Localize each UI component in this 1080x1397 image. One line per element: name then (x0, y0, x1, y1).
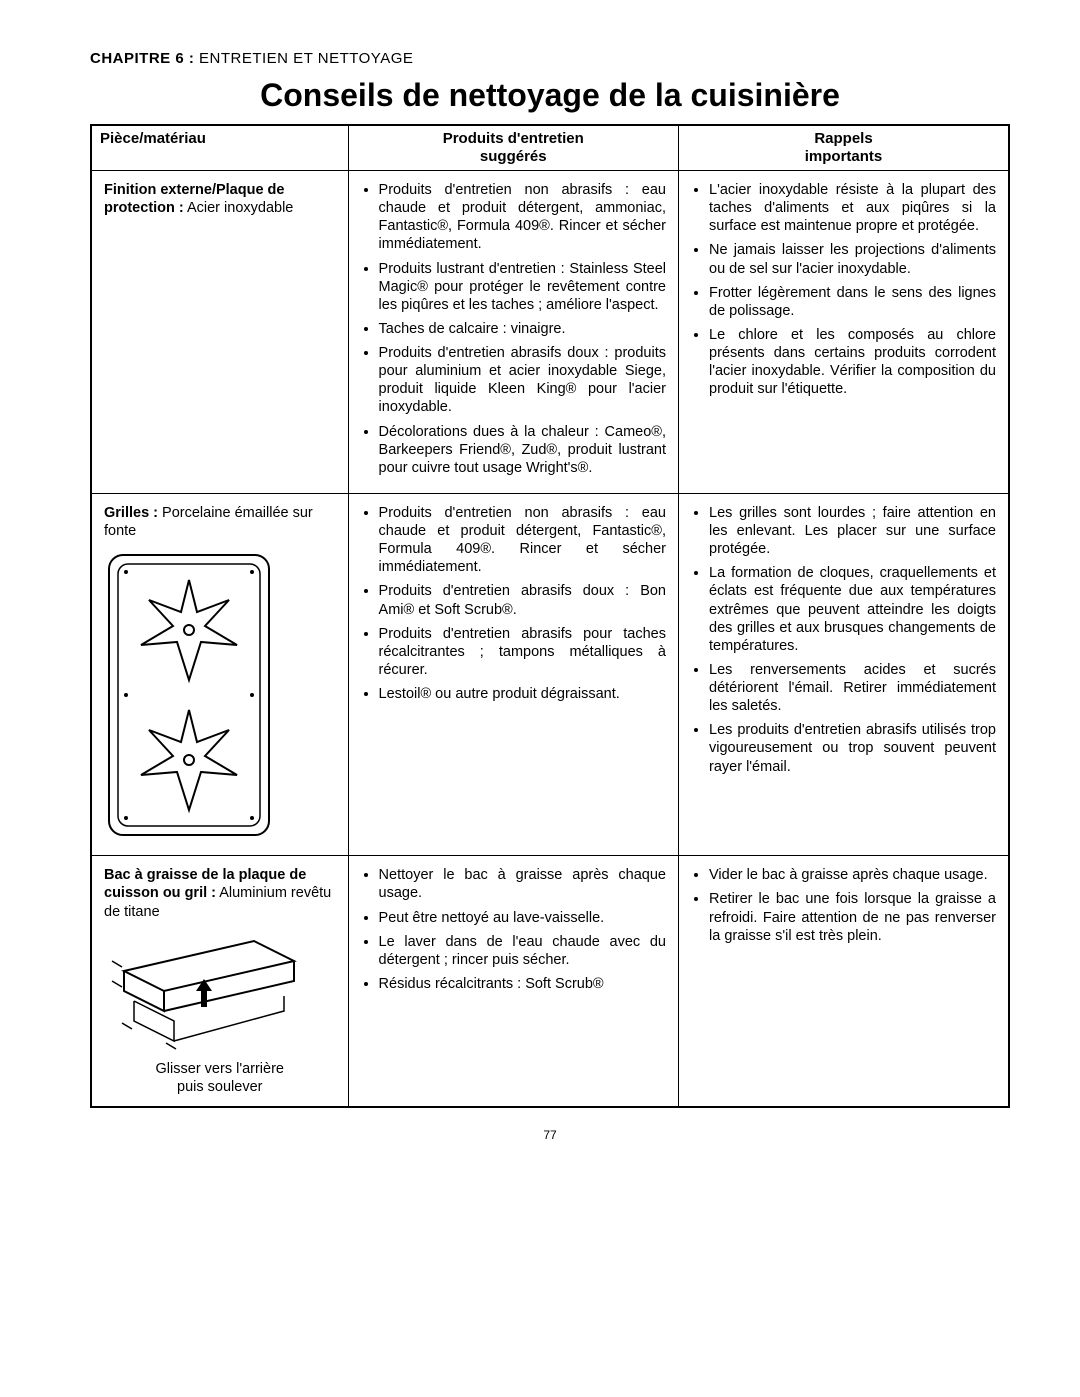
list-item: Frotter légèrement dans le sens des lign… (709, 284, 996, 320)
list-item: Produits d'entretien abrasifs doux : Bon… (379, 582, 666, 618)
cleaning-table: Pièce/matériau Produits d'entretien sugg… (90, 124, 1010, 1108)
header-products: Produits d'entretien suggérés (348, 125, 678, 171)
part-cell: Finition externe/Plaque de protection : … (91, 171, 348, 494)
list-item: Produits d'entretien abrasifs pour tache… (379, 625, 666, 679)
table-row: Grilles : Porcelaine émaillée sur fonte … (91, 493, 1009, 855)
page-title: Conseils de nettoyage de la cuisinière (90, 77, 1010, 114)
list-item: Lestoil® ou autre produit dégraissant. (379, 685, 666, 703)
list-item: Produits d'entretien non abrasifs : eau … (379, 504, 666, 577)
list-item: Vider le bac à graisse après chaque usag… (709, 866, 996, 884)
reminders-cell: L'acier inoxydable résiste à la plupart … (679, 171, 1010, 494)
list-item: L'acier inoxydable résiste à la plupart … (709, 181, 996, 235)
list-item: Le chlore et les composés au chlore prés… (709, 326, 996, 399)
list-item: Produits d'entretien non abrasifs : eau … (379, 181, 666, 254)
table-row: Bac à graisse de la plaque de cuisson ou… (91, 856, 1009, 1107)
part-cell: Bac à graisse de la plaque de cuisson ou… (91, 856, 348, 1107)
list-item: Résidus récalcitrants : Soft Scrub® (379, 975, 666, 993)
tray-caption: Glisser vers l'arrièrepuis soulever (104, 1060, 336, 1096)
grease-tray-illustration (104, 931, 336, 1056)
list-item: Produits lustrant d'entretien : Stainles… (379, 260, 666, 314)
part-label-rest: Acier inoxydable (184, 200, 294, 216)
products-cell: Produits d'entretien non abrasifs : eau … (348, 493, 678, 855)
part-cell: Grilles : Porcelaine émaillée sur fonte (91, 493, 348, 855)
list-item: Les grilles sont lourdes ; faire attenti… (709, 504, 996, 558)
list-item: Les renversements acides et sucrés détér… (709, 661, 996, 715)
chapter-label-rest: ENTRETIEN ET NETTOYAGE (194, 50, 413, 67)
chapter-label-bold: CHAPITRE 6 : (90, 50, 194, 67)
part-label-bold: Grilles : (104, 505, 158, 521)
list-item: Ne jamais laisser les projections d'alim… (709, 241, 996, 277)
list-item: La formation de cloques, craquellements … (709, 564, 996, 655)
list-item: Les produits d'entretien abrasifs utilis… (709, 721, 996, 775)
header-part: Pièce/matériau (91, 125, 348, 171)
reminders-cell: Vider le bac à graisse après chaque usag… (679, 856, 1010, 1107)
header-reminders: Rappels importants (679, 125, 1010, 171)
list-item: Produits d'entretien abrasifs doux : pro… (379, 344, 666, 417)
list-item: Nettoyer le bac à graisse après chaque u… (379, 866, 666, 902)
list-item: Retirer le bac une fois lorsque la grais… (709, 890, 996, 944)
page-number: 77 (90, 1128, 1010, 1142)
list-item: Décolorations dues à la chaleur : Cameo®… (379, 423, 666, 477)
chapter-header: CHAPITRE 6 : ENTRETIEN ET NETTOYAGE (90, 50, 1010, 67)
list-item: Le laver dans de l'eau chaude avec du dé… (379, 933, 666, 969)
products-cell: Produits d'entretien non abrasifs : eau … (348, 171, 678, 494)
list-item: Peut être nettoyé au lave-vaisselle. (379, 909, 666, 927)
products-cell: Nettoyer le bac à graisse après chaque u… (348, 856, 678, 1107)
list-item: Taches de calcaire : vinaigre. (379, 320, 666, 338)
grates-illustration (104, 550, 336, 845)
table-row: Finition externe/Plaque de protection : … (91, 171, 1009, 494)
reminders-cell: Les grilles sont lourdes ; faire attenti… (679, 493, 1010, 855)
